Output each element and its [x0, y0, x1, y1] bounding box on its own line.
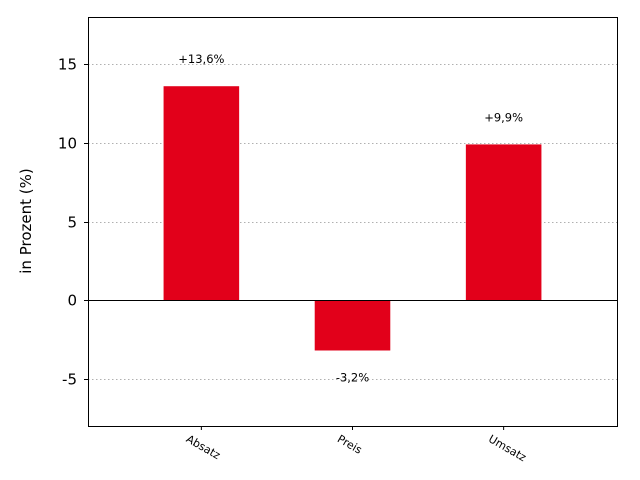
x-tick-label: Umsatz: [486, 432, 528, 464]
data-label: +9,9%: [484, 110, 523, 124]
y-tick-label: -5: [62, 371, 77, 389]
y-tick-label: 0: [67, 292, 77, 310]
x-tick-label: Preis: [335, 432, 364, 457]
y-ticks: -5 0 5 10 15: [58, 56, 88, 389]
bar-preis: [314, 300, 391, 351]
x-tick-labels: Absatz Preis Umsatz: [184, 426, 529, 464]
bars: [163, 86, 542, 351]
data-label: -3,2%: [336, 370, 369, 384]
data-label: +13,6%: [178, 52, 224, 66]
y-tick-label: 5: [67, 214, 77, 232]
x-tick-label: Absatz: [184, 432, 223, 462]
y-tick-label: 10: [58, 135, 77, 153]
y-tick-label: 15: [58, 56, 77, 74]
data-labels: +13,6% -3,2% +9,9%: [178, 52, 523, 384]
bar-absatz: [163, 86, 240, 301]
y-axis-label: in Prozent (%): [17, 168, 35, 273]
bar-umsatz: [465, 144, 542, 301]
